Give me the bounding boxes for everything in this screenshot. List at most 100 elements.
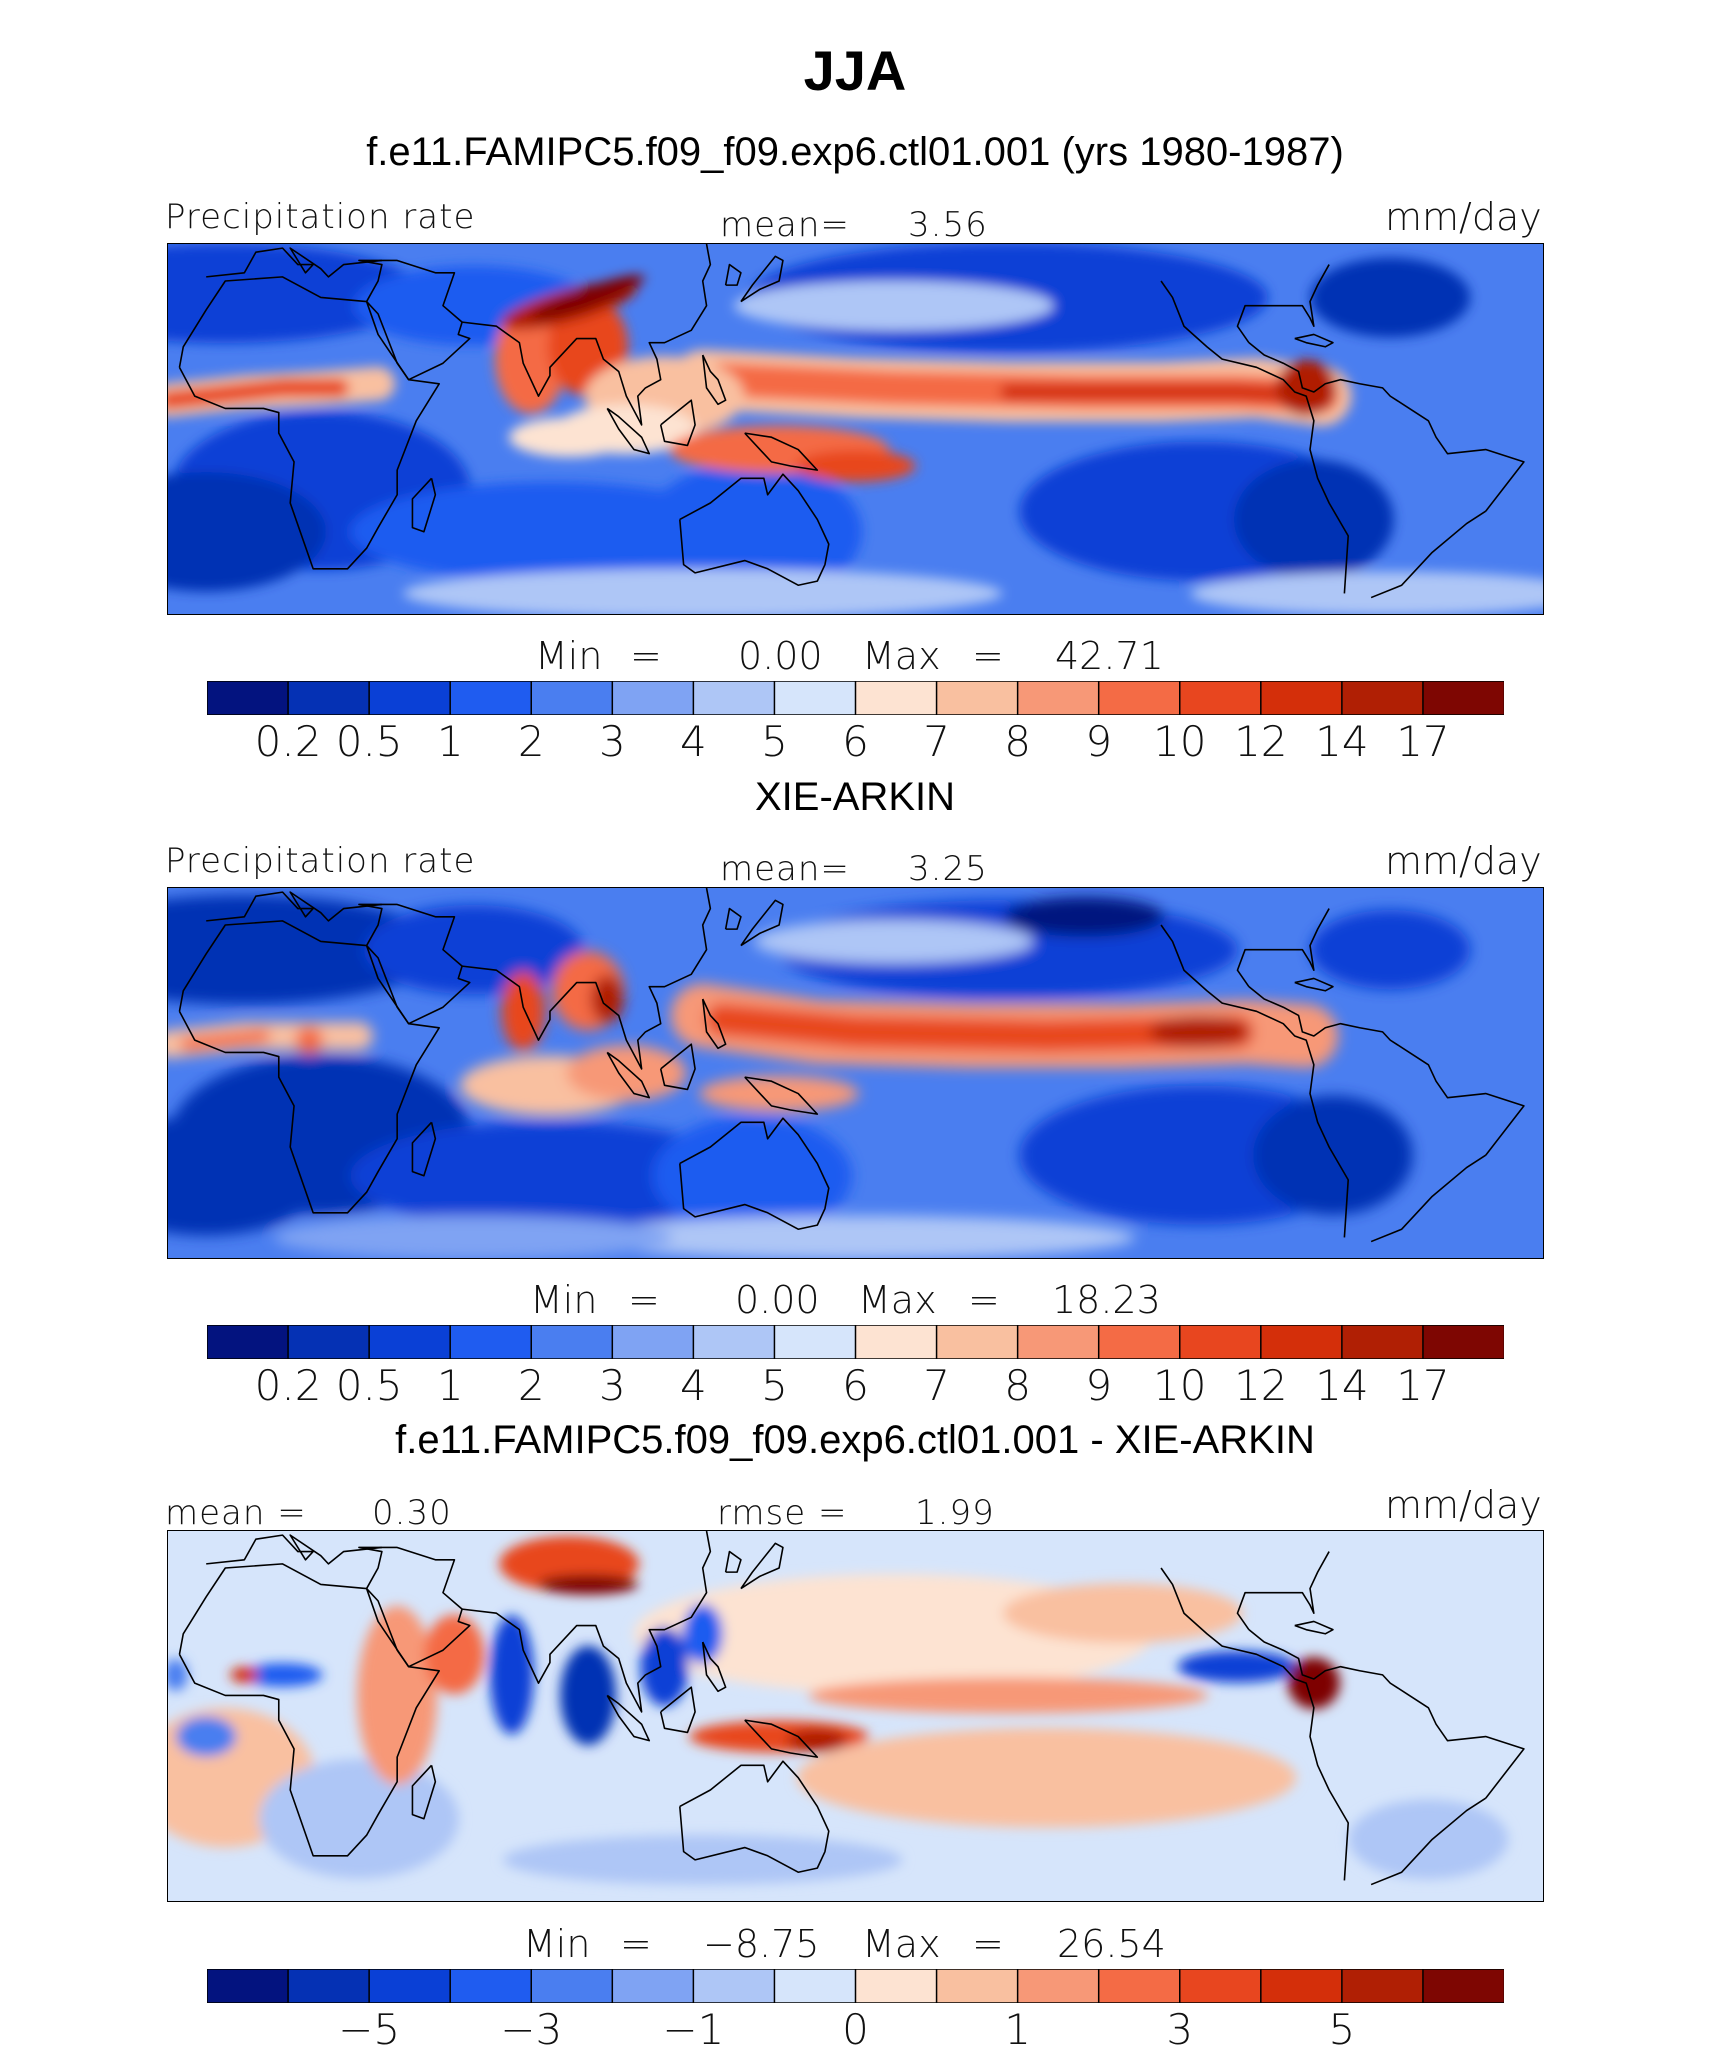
coastline bbox=[606, 407, 651, 455]
coastline bbox=[1248, 342, 1525, 512]
colorbar-swatch bbox=[935, 1969, 1019, 2003]
coastline bbox=[679, 1760, 830, 1874]
panel1-field-label: Precipitation rate bbox=[165, 197, 476, 237]
colorbar-tick-label: 0.5 bbox=[335, 1361, 403, 1410]
panel2-subtitle: XIE-ARKIN bbox=[754, 775, 956, 819]
precip-contour-region bbox=[808, 1677, 1208, 1714]
colorbar-swatch bbox=[1422, 681, 1504, 715]
precip-contour-band bbox=[1000, 384, 1330, 405]
precip-contour-region bbox=[489, 1615, 534, 1735]
coastline bbox=[1160, 280, 1350, 594]
coastline bbox=[462, 888, 712, 1070]
panel2-mean-value: 3.25 bbox=[908, 849, 988, 889]
panel3-min-eq: = bbox=[620, 1922, 652, 1966]
colorbar-swatch bbox=[449, 1325, 533, 1359]
precip-contour-region bbox=[168, 1658, 188, 1691]
precip-contour-region bbox=[1287, 1657, 1340, 1709]
precip-contour-region bbox=[753, 919, 1034, 964]
coastline bbox=[1294, 333, 1334, 348]
precip-contour-region bbox=[1003, 1583, 1243, 1644]
colorbar-swatch bbox=[611, 1325, 695, 1359]
colorbar-swatch bbox=[773, 1325, 857, 1359]
coastline bbox=[744, 1719, 819, 1758]
precip-contour-region bbox=[652, 1116, 853, 1236]
coastline bbox=[206, 1534, 382, 1565]
panel3-max-label: Max bbox=[862, 1922, 941, 1966]
panel2-min-eq: = bbox=[628, 1278, 660, 1322]
colorbar-swatch bbox=[368, 681, 452, 715]
colorbar-swatch bbox=[1422, 1325, 1504, 1359]
precip-contour-region bbox=[1190, 571, 1543, 614]
panel2-min-value: 0.00 bbox=[735, 1278, 820, 1322]
precip-contour-region bbox=[424, 1614, 485, 1695]
coastline bbox=[1248, 986, 1525, 1156]
colorbar-tick-label: 9 bbox=[1085, 717, 1113, 766]
panel3-mean-value: 0.30 bbox=[372, 1493, 452, 1533]
colorbar-swatch bbox=[611, 681, 695, 715]
precip-contour-region bbox=[242, 1662, 323, 1687]
panel3-mean-label: mean = bbox=[165, 1493, 307, 1533]
coastline bbox=[659, 1686, 696, 1734]
colorbar-tick-label: 9 bbox=[1085, 1361, 1113, 1410]
coastline bbox=[358, 1546, 471, 1668]
panel3-max-eq: = bbox=[972, 1922, 1004, 1966]
colorbar-tick-label: 1 bbox=[436, 1361, 464, 1410]
precip-contour-region bbox=[503, 1835, 903, 1885]
colorbar-swatch bbox=[1260, 681, 1344, 715]
panel3-rmse-label: rmse = bbox=[717, 1493, 848, 1533]
coastline bbox=[462, 1531, 712, 1713]
panel1-subtitle: f.e11.FAMIPC5.f09_f09.exp6.ctl01.001 (yr… bbox=[366, 130, 1344, 174]
coastline bbox=[740, 255, 784, 303]
colorbar-swatch bbox=[449, 681, 533, 715]
coastline bbox=[1160, 924, 1350, 1238]
colorbar-swatch bbox=[368, 1325, 452, 1359]
colorbar-swatch bbox=[935, 1325, 1019, 1359]
colorbar-tick-label: 14 bbox=[1315, 717, 1369, 766]
colorbar-tick-label: 6 bbox=[842, 1361, 869, 1410]
precip-contour-region bbox=[509, 417, 629, 458]
colorbar-tick-label: 8 bbox=[1004, 717, 1031, 766]
colorbar-swatch bbox=[1260, 1325, 1344, 1359]
panel2-units: mm/day bbox=[1385, 839, 1542, 883]
coastline bbox=[1160, 1567, 1350, 1881]
colorbar-swatch bbox=[1341, 1325, 1425, 1359]
coastline bbox=[606, 1051, 651, 1099]
colorbar-swatch bbox=[692, 681, 776, 715]
precip-contour-region bbox=[168, 472, 326, 592]
colorbar-swatch bbox=[449, 1969, 533, 2003]
colorbar-tick-label: 8 bbox=[1004, 1361, 1031, 1410]
coastline bbox=[411, 477, 437, 533]
colorbar-swatch bbox=[530, 681, 614, 715]
coastline bbox=[206, 891, 382, 922]
colorbar-tick-label: 5 bbox=[1328, 2005, 1356, 2048]
coastline bbox=[1370, 510, 1487, 599]
panel1-units: mm/day bbox=[1385, 195, 1542, 239]
panel1-min-eq: = bbox=[630, 634, 662, 678]
coastline bbox=[1248, 1629, 1525, 1799]
colorbar-swatch bbox=[611, 1969, 695, 2003]
precip-contour-region bbox=[1004, 896, 1165, 937]
colorbar-tick-label: 5 bbox=[761, 1361, 788, 1410]
precip-contour-region bbox=[295, 1026, 324, 1055]
colorbar-tick-label: 17 bbox=[1396, 717, 1450, 766]
precip-contour-region bbox=[796, 1727, 1297, 1828]
colorbar-swatch bbox=[854, 1969, 938, 2003]
colorbar-swatch bbox=[1179, 1325, 1263, 1359]
colorbar-swatch bbox=[207, 681, 290, 715]
panel1-colorbar bbox=[207, 681, 1504, 715]
precip-contour-band bbox=[180, 1029, 271, 1052]
panel3-colorbar bbox=[207, 1969, 1504, 2003]
colorbar-swatch bbox=[530, 1325, 614, 1359]
colorbar-tick-label: 10 bbox=[1153, 1361, 1207, 1410]
colorbar-swatch bbox=[1016, 1325, 1100, 1359]
panel2-field-label: Precipitation rate bbox=[165, 841, 476, 881]
colorbar-swatch bbox=[368, 1969, 452, 2003]
coastline bbox=[411, 1764, 437, 1820]
coastline bbox=[744, 1076, 819, 1115]
panel1-max-eq: = bbox=[972, 634, 1004, 678]
coastline bbox=[1236, 264, 1330, 344]
colorbar-tick-label: 0.2 bbox=[254, 717, 322, 766]
precip-contour-region bbox=[1177, 1650, 1298, 1683]
colorbar-swatch bbox=[1097, 1325, 1181, 1359]
colorbar-swatch bbox=[530, 1969, 614, 2003]
